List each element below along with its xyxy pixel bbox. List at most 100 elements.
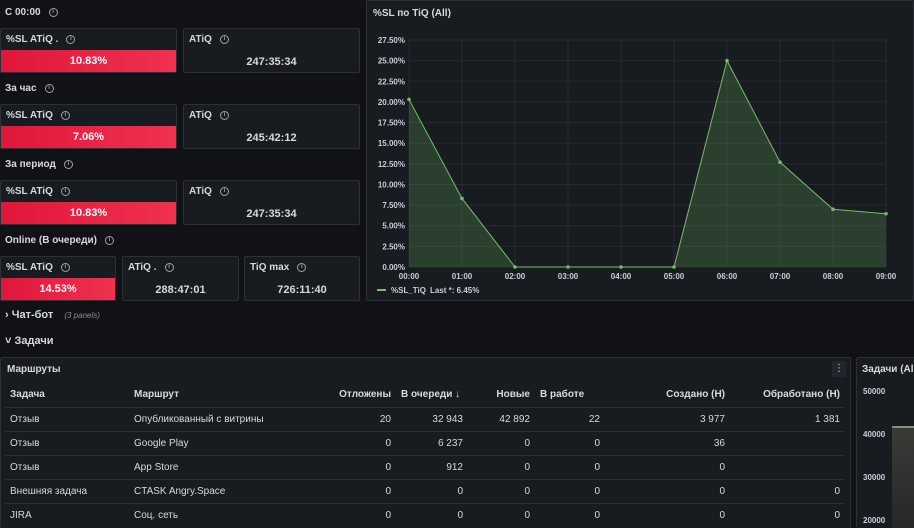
row-chatbot-panel-count: (3 panels) bbox=[64, 311, 100, 320]
y-tick-label: 30000 bbox=[863, 473, 886, 482]
info-icon[interactable]: i bbox=[63, 159, 73, 169]
table-cell: Google Play bbox=[129, 430, 324, 455]
info-icon[interactable]: i bbox=[66, 34, 76, 44]
info-icon[interactable]: i bbox=[60, 262, 70, 272]
series-area bbox=[409, 60, 886, 267]
tasks-area-series bbox=[892, 426, 914, 528]
panel-title: %SL ATiQ i bbox=[6, 186, 70, 197]
table-cell: JIRA bbox=[5, 502, 129, 527]
info-icon[interactable]: i bbox=[164, 262, 174, 272]
column-header-in-progress[interactable]: В работе bbox=[540, 389, 585, 401]
y-tick-label: 50000 bbox=[863, 387, 886, 396]
info-icon[interactable]: i bbox=[219, 186, 229, 196]
stat-value: 726:11:40 bbox=[277, 284, 327, 296]
y-tick-label: 20.00% bbox=[378, 98, 405, 107]
stat-sl-panel: %SL ATiQ i 7.06% bbox=[0, 104, 177, 149]
table-cell: 0 bbox=[605, 502, 730, 527]
x-tick-label: 06:00 bbox=[717, 272, 738, 281]
x-tick-label: 03:00 bbox=[558, 272, 579, 281]
info-icon[interactable]: i bbox=[60, 110, 70, 120]
row-chatbot[interactable]: › Чат-бот (3 panels) bbox=[5, 309, 100, 321]
table-cell bbox=[730, 430, 845, 455]
panel-menu-icon[interactable]: ⋮ bbox=[832, 361, 846, 377]
group-title-last-hour: За час i bbox=[5, 83, 54, 94]
y-tick-label: 2.50% bbox=[382, 242, 405, 251]
table-cell: 6 237 bbox=[396, 430, 468, 455]
stat-value: 245:42:12 bbox=[246, 132, 297, 144]
y-tick-label: 20000 bbox=[863, 516, 886, 525]
panel-title: %SL ATiQ i bbox=[6, 110, 70, 121]
data-point bbox=[831, 207, 835, 212]
data-point bbox=[513, 265, 517, 269]
column-header-new[interactable]: Новые bbox=[496, 389, 530, 401]
row-tasks-label: Задачи bbox=[14, 335, 54, 347]
x-tick-label: 00:00 bbox=[399, 272, 420, 281]
stat-value: 10.83% bbox=[1, 202, 176, 224]
table-cell: 36 bbox=[605, 430, 730, 455]
table-cell: 0 bbox=[468, 430, 535, 455]
column-header-in-queue[interactable]: В очереди ↓ bbox=[401, 389, 461, 401]
table-row: JIRA Соц. сеть 0 0 0 0 0 0 bbox=[5, 502, 845, 527]
column-header-postponed[interactable]: Отложены bbox=[339, 389, 391, 401]
group-title-period: За период i bbox=[5, 159, 73, 170]
y-tick-label: 17.50% bbox=[378, 119, 405, 128]
stat-atiq-panel: ATiQ i 247:35:34 bbox=[183, 180, 360, 225]
row-chatbot-label: Чат-бот bbox=[11, 309, 54, 321]
data-point bbox=[725, 58, 729, 63]
y-tick-label: 12.50% bbox=[378, 160, 405, 169]
table-cell: 0 bbox=[535, 502, 605, 527]
y-tick-label: 0.00% bbox=[382, 263, 405, 272]
x-tick-label: 09:00 bbox=[876, 272, 897, 281]
stat-value: 10.83% bbox=[1, 50, 176, 72]
table-cell: 20 bbox=[324, 406, 396, 431]
table-cell: Отзыв bbox=[5, 406, 129, 431]
column-header-route[interactable]: Маршрут bbox=[134, 389, 180, 401]
x-tick-label: 02:00 bbox=[505, 272, 526, 281]
table-cell: Отзыв bbox=[5, 430, 129, 455]
panel-title: %SL ATiQ .i bbox=[6, 34, 76, 45]
table-cell: 3 977 bbox=[605, 406, 730, 431]
info-icon[interactable]: i bbox=[60, 186, 70, 196]
table-row: Отзыв App Store 0 912 0 0 0 bbox=[5, 454, 845, 479]
stat-sl-panel: %SL ATiQ i 10.83% bbox=[0, 180, 177, 225]
x-tick-label: 01:00 bbox=[452, 272, 473, 281]
table-cell: 0 bbox=[324, 454, 396, 479]
routes-table: Задача Маршрут Отложены В очереди ↓ Новы… bbox=[5, 383, 845, 527]
info-icon[interactable]: i bbox=[104, 235, 114, 245]
column-header-processed[interactable]: Обработано (Н) bbox=[763, 389, 840, 401]
table-cell: 0 bbox=[468, 478, 535, 503]
info-icon[interactable]: i bbox=[219, 110, 229, 120]
table-cell: Соц. сеть bbox=[129, 502, 324, 527]
table-cell: 22 bbox=[535, 406, 605, 431]
info-icon[interactable]: i bbox=[219, 34, 229, 44]
chevron-down-icon: ˅ bbox=[5, 335, 12, 347]
panel-title: ATiQ i bbox=[189, 186, 229, 197]
table-cell: 0 bbox=[730, 478, 845, 503]
column-header-task[interactable]: Задача bbox=[10, 389, 45, 401]
y-tick-label: 7.50% bbox=[382, 201, 405, 210]
table-cell: 0 bbox=[730, 502, 845, 527]
y-tick-label: 25.00% bbox=[378, 57, 405, 66]
table-cell: 0 bbox=[324, 502, 396, 527]
info-icon[interactable]: i bbox=[48, 7, 58, 17]
stat-value: 7.06% bbox=[1, 126, 176, 148]
table-cell: 42 892 bbox=[468, 406, 535, 431]
data-point bbox=[566, 265, 570, 269]
table-cell: 0 bbox=[324, 478, 396, 503]
stat-tiq-max-panel: TiQ max i 726:11:40 bbox=[244, 256, 360, 301]
table-cell: 1 381 bbox=[730, 406, 845, 431]
row-tasks[interactable]: ˅ Задачи bbox=[5, 335, 53, 347]
panel-title: %SL по TiQ (All) bbox=[373, 8, 451, 19]
data-point bbox=[460, 196, 464, 201]
panel-title: %SL ATiQ i bbox=[6, 262, 70, 273]
table-cell: 0 bbox=[468, 454, 535, 479]
panel-title: ATiQ i bbox=[189, 34, 229, 45]
x-tick-label: 07:00 bbox=[770, 272, 791, 281]
info-icon[interactable]: i bbox=[44, 83, 54, 93]
panel-title: ATiQ i bbox=[189, 110, 229, 121]
x-tick-label: 04:00 bbox=[611, 272, 632, 281]
info-icon[interactable]: i bbox=[297, 262, 307, 272]
table-cell: 0 bbox=[396, 478, 468, 503]
data-point bbox=[407, 97, 411, 102]
column-header-created[interactable]: Создано (Н) bbox=[666, 389, 725, 401]
